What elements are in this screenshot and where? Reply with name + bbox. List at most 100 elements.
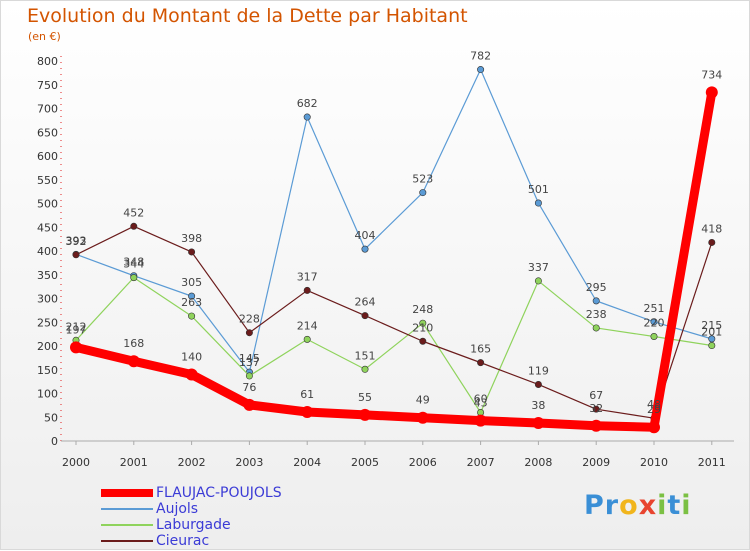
data-point [477,66,485,74]
logo-letter: i [657,490,668,521]
data-point [361,312,369,320]
y-tick-label: 150 [37,364,58,377]
data-point [188,312,196,320]
data-label: 418 [701,222,722,235]
y-tick-label: 450 [37,221,58,234]
data-point [303,335,311,343]
data-label: 137 [239,356,260,369]
data-label: 782 [470,50,491,63]
data-label: 248 [412,303,433,316]
x-tick-label: 2006 [409,456,437,469]
data-point [130,274,138,282]
data-point [477,359,485,367]
data-point [419,189,427,197]
logo-letter: P [584,490,605,521]
data-label: 404 [355,229,376,242]
series-aujols [72,66,716,376]
y-tick-label: 700 [37,103,58,116]
logo-letter: x [638,490,658,521]
data-label: 49 [416,394,430,407]
y-tick-label: 800 [37,55,58,68]
data-label: 215 [701,319,722,332]
data-point [303,286,311,294]
data-label: 201 [701,326,722,339]
data-label: 734 [701,68,722,81]
y-tick-label: 300 [37,293,58,306]
y-tick-label: 350 [37,269,58,282]
series-line [75,225,713,419]
data-point [188,248,196,256]
data-label: 305 [181,276,202,289]
data-label: 119 [528,364,549,377]
data-label: 682 [297,97,318,110]
data-label: 264 [355,296,376,309]
x-tick-label: 2002 [178,456,206,469]
data-label: 251 [644,302,665,315]
data-label: 210 [412,321,433,334]
data-point [592,324,600,332]
y-tick-label: 200 [37,340,58,353]
data-label: 344 [123,258,144,271]
data-label: 263 [181,296,202,309]
data-label: 238 [586,308,607,321]
data-point [245,329,253,337]
legend-swatch [101,508,153,510]
data-point [72,251,80,259]
data-label: 76 [242,381,256,394]
data-point [534,199,542,207]
y-tick-label: 250 [37,316,58,329]
data-label: 43 [474,397,488,410]
data-point [303,113,311,121]
data-label: 317 [297,270,318,283]
axes: 0 50 100 150 200 250 300 350 400 450 500 550 600 650 7… [37,55,734,469]
x-tick-label: 2009 [582,456,610,469]
data-point [416,411,429,424]
data-point [592,297,600,305]
legend-label: Laburgade [156,517,231,533]
series-line [71,87,717,432]
data-point [708,342,716,350]
data-label: 392 [66,235,87,248]
proxiti-logo: Proxiti [584,490,692,521]
data-label: 140 [181,351,202,364]
logo-letter: i [681,490,692,521]
y-tick-label: 400 [37,245,58,258]
series-flaujac-poujols [70,86,718,434]
data-label: 228 [239,313,260,326]
y-tick-label: 550 [37,174,58,187]
x-tick-label: 2005 [351,456,379,469]
data-label: 214 [297,319,318,332]
data-point [534,277,542,285]
data-point [127,355,140,368]
logo-letter: r [604,490,620,521]
data-point [708,238,716,246]
x-tick-label: 2000 [62,456,90,469]
legend-label: Cieurac [156,533,210,549]
data-point [243,398,256,411]
data-label: 60 [474,393,488,406]
x-tick-label: 2003 [235,456,263,469]
data-label: 452 [123,206,144,219]
data-label: 29 [647,403,661,416]
data-point [474,414,487,427]
series-line [75,68,713,373]
data-point [650,318,658,326]
y-tick-label: 750 [37,79,58,92]
x-tick-label: 2011 [698,456,726,469]
data-point [301,406,314,419]
data-label: 197 [66,323,87,336]
data-point [532,416,545,429]
data-point [245,372,253,380]
data-point [592,405,600,413]
data-point [130,222,138,230]
data-label: 165 [470,343,491,356]
y-tick-label: 650 [37,126,58,139]
data-point [590,419,603,432]
x-tick-label: 2010 [640,456,668,469]
y-tick-label: 100 [37,388,58,401]
legend-label: FLAUJAC-POUJOLS [156,485,282,501]
data-label: 523 [412,173,433,186]
data-label: 220 [644,317,665,330]
